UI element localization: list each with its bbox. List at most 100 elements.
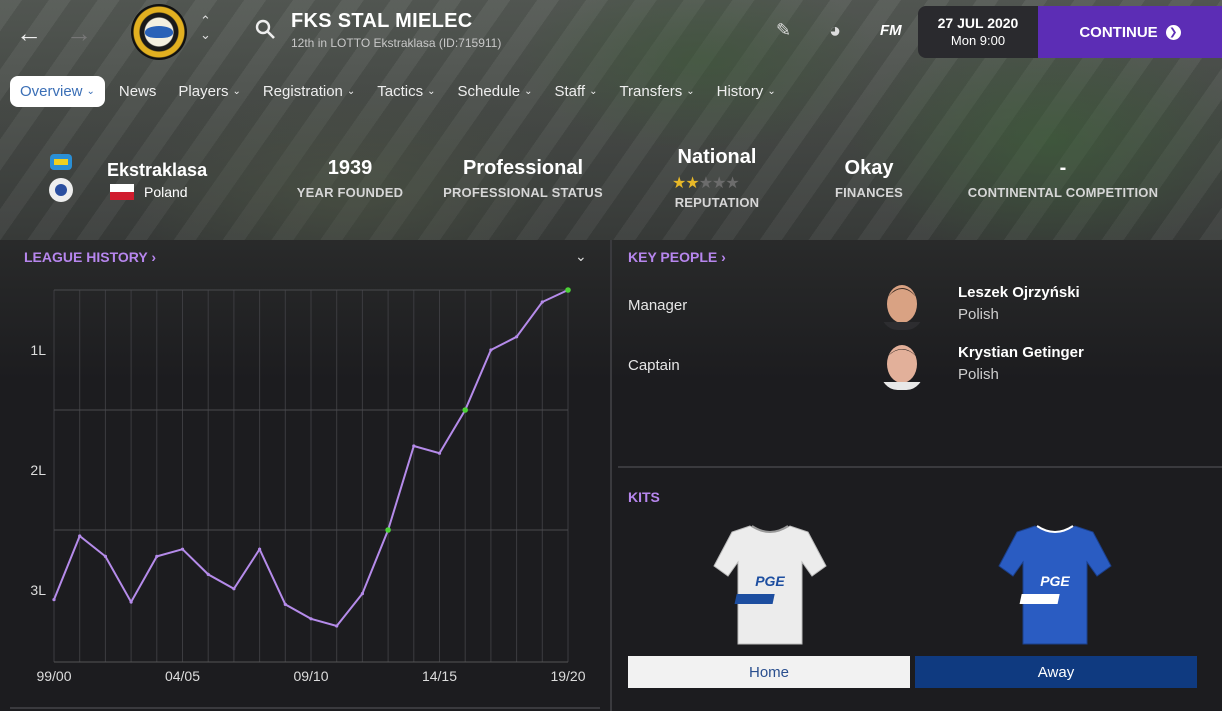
tab-tactics[interactable]: Tactics ⌄ [377, 83, 435, 100]
chevron-right-icon: › [151, 249, 156, 265]
tab-news[interactable]: News [119, 83, 157, 100]
highlight-point [385, 527, 391, 533]
year-founded-value: 1939 [327, 157, 373, 179]
league-country[interactable]: Poland [110, 184, 188, 200]
country-name: Poland [144, 184, 188, 200]
year-founded-label: YEAR FOUNDED [296, 185, 404, 200]
manager-name[interactable]: Leszek Ojrzyński [958, 284, 1080, 301]
panel-divider [610, 240, 612, 711]
club-crest[interactable] [131, 4, 187, 60]
tab-overview[interactable]: Overview ⌄ [10, 75, 105, 107]
manager-face-icon[interactable] [880, 280, 924, 330]
chevron-down-icon[interactable]: ⌄ [200, 27, 211, 42]
chevron-down-icon: ⌄ [232, 85, 241, 97]
tab-registration[interactable]: Registration ⌄ [263, 83, 355, 100]
highlight-point [462, 407, 469, 413]
tab-schedule[interactable]: Schedule ⌄ [458, 83, 533, 100]
star-empty-icon: ★ [725, 175, 739, 192]
data-point [258, 547, 262, 551]
back-arrow-icon[interactable]: ← [16, 18, 42, 48]
reputation-stars: ★★★★★ [664, 173, 770, 193]
tab-label: News [118, 82, 157, 100]
star-filled-icon: ★ [672, 175, 686, 192]
year-founded-stat: 1939 YEAR FOUNDED [290, 157, 410, 200]
club-switcher[interactable]: ⌃ ⌄ [200, 14, 211, 42]
data-point [129, 600, 133, 604]
reputation-value: National [677, 146, 757, 168]
league-history-label: LEAGUE HISTORY [24, 249, 148, 265]
captain-face-icon[interactable] [880, 340, 924, 390]
poland-flag-icon [110, 184, 134, 200]
chevron-down-icon: ⌄ [427, 85, 436, 97]
away-kit-shirt-icon[interactable]: PGE [997, 522, 1113, 648]
fm-menu-button[interactable]: FM [880, 22, 902, 39]
reputation-stat: National ★★★★★ REPUTATION [664, 146, 770, 210]
home-kit-button[interactable]: Home [628, 656, 910, 688]
data-point [155, 554, 159, 558]
continental-value: - [1059, 157, 1067, 179]
data-point [540, 300, 544, 304]
tab-players[interactable]: Players ⌄ [178, 83, 240, 100]
club-nav-tabs: Overview ⌄ News Players ⌄ Registration ⌄ Ta… [10, 74, 798, 108]
data-point [206, 572, 210, 576]
away-kit-button[interactable]: Away [915, 656, 1197, 688]
date-label: 27 JUL 2020 [937, 15, 1019, 31]
game-date[interactable]: 27 JUL 2020 Mon 9:00 [918, 6, 1038, 58]
chevron-up-icon[interactable]: ⌃ [200, 13, 211, 28]
kits-title: KITS [628, 489, 660, 505]
continue-label: CONTINUE [1079, 23, 1158, 41]
home-kit-sponsor: PGE [755, 573, 785, 589]
globe-icon[interactable]: ◕ [829, 20, 842, 42]
continental-label: CONTINENTAL COMPETITION [967, 185, 1159, 200]
key-people-title[interactable]: KEY PEOPLE › [628, 249, 726, 265]
edit-pencil-icon[interactable]: ✎ [776, 20, 792, 40]
finances-label: FINANCES [834, 185, 904, 200]
continue-button[interactable]: CONTINUE ❯ [1038, 6, 1222, 58]
league-logo-icon[interactable] [48, 154, 74, 204]
chevron-down-icon: ⌄ [86, 85, 95, 97]
tab-label: History [716, 82, 764, 100]
captain-name[interactable]: Krystian Getinger [958, 344, 1084, 361]
footer-divider [10, 707, 600, 709]
star-empty-icon: ★ [712, 175, 726, 192]
club-name: FKS STAL MIELEC [291, 10, 473, 32]
data-point [232, 587, 236, 591]
manager-role-label: Manager [628, 297, 688, 314]
x-tick-label: 99/00 [36, 668, 71, 684]
tab-staff[interactable]: Staff ⌄ [554, 83, 597, 100]
professional-status-value: Professional [462, 157, 584, 179]
league-history-title[interactable]: LEAGUE HISTORY › [24, 249, 156, 265]
x-tick-label: 19/20 [550, 668, 585, 684]
search-icon[interactable] [254, 18, 276, 40]
chevron-down-icon: ⌄ [686, 85, 695, 97]
arrow-right-circle-icon: ❯ [1165, 24, 1181, 40]
data-point [103, 554, 107, 558]
key-people-label: KEY PEOPLE [628, 249, 718, 265]
manager-nationality: Polish [958, 306, 999, 323]
data-point [180, 547, 185, 551]
data-point [515, 335, 519, 339]
data-point [52, 598, 56, 602]
y-tick-label: 2L [30, 462, 46, 478]
reputation-label: REPUTATION [674, 195, 760, 210]
crest-bird-icon [145, 26, 173, 38]
tab-history[interactable]: History ⌄ [717, 83, 776, 100]
league-history-chart: 1L 2L 3L 99/00 04/05 09/10 14/15 19/20 [30, 287, 586, 684]
time-label: Mon 9:00 [950, 33, 1006, 48]
data-point [78, 534, 82, 538]
star-empty-icon: ★ [698, 175, 713, 192]
finances-stat: Okay FINANCES [828, 157, 910, 200]
tab-label: Staff [554, 82, 586, 100]
home-kit-shirt-icon[interactable]: PGE [712, 522, 828, 648]
league-name[interactable]: Ekstraklasa [107, 160, 208, 180]
data-point [309, 617, 313, 621]
forward-arrow-icon[interactable]: → [66, 18, 92, 48]
chevron-down-icon: ⌄ [346, 85, 356, 97]
chevron-down-icon: ⌄ [589, 85, 598, 97]
chevron-down-icon[interactable]: ⌄ [575, 248, 587, 264]
top-bar: ← → ⌃ ⌄ FKS STAL MIELEC 12th in LOTTO Ek… [0, 0, 1222, 64]
tab-label: Overview [20, 82, 83, 100]
tab-transfers[interactable]: Transfers ⌄ [619, 83, 694, 100]
star-filled-icon: ★ [685, 175, 699, 192]
y-tick-label: 3L [30, 582, 46, 598]
